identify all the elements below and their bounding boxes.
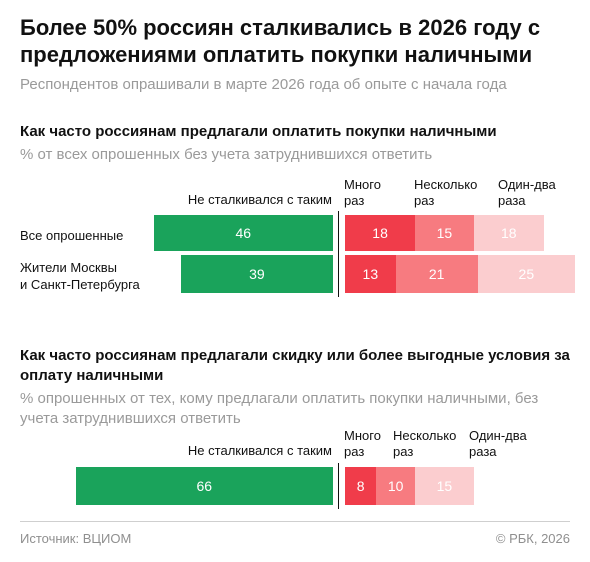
chart1-axis-divider — [338, 211, 339, 255]
chart1-bar-never-1: 39 — [180, 255, 333, 293]
chart1-bar-seg2-1: 21 — [395, 255, 478, 293]
chart1-bar-seg3-1: 25 — [477, 255, 576, 293]
chart2-bar-seg3-0: 15 — [415, 467, 474, 505]
chart2-title: Как часто россиянам предлагали скидку ил… — [20, 347, 570, 384]
footer-divider — [20, 521, 570, 522]
chart2-subtitle: % опрошенных от тех, кому предлагали опл… — [20, 390, 539, 427]
page-title: Более 50% россиян сталкивались в 2026 го… — [20, 15, 541, 67]
chart1-title: Как часто россиянам предлагали оплатить … — [20, 123, 497, 140]
chart2-bar-seg2-0: 10 — [376, 467, 416, 505]
chart1-row-label-msk-spb: Жители Москвы и Санкт-Петербурга — [20, 260, 140, 292]
footer-copyright: © РБК, 2026 — [495, 531, 570, 546]
chart1-bar-seg1-1: 13 — [345, 255, 396, 293]
chart1-axis-divider — [338, 251, 339, 297]
footer-source: Источник: ВЦИОМ — [20, 531, 132, 546]
chart1-legend-many: Много раз — [344, 177, 381, 208]
chart2-legend-one-two: Один-два раза — [469, 428, 527, 459]
chart2-legend-several: Несколько раз — [393, 428, 457, 459]
chart1-legend-several: Несколько раз — [414, 177, 478, 208]
chart1-bar-seg1-0: 18 — [345, 215, 416, 251]
chart1-bar-seg2-0: 15 — [415, 215, 474, 251]
chart2-legend-never: Не сталкивался с таким — [187, 443, 332, 458]
chart1-legend-one-two: Один-два раза — [498, 177, 556, 208]
chart2-bar-seg1-0: 8 — [345, 467, 377, 505]
chart1-bar-never-0: 46 — [153, 215, 333, 251]
chart1-legend-never: Не сталкивался с таким — [187, 192, 332, 207]
chart1-row-label-all: Все опрошенные — [20, 228, 124, 243]
chart2-axis-divider — [338, 463, 339, 509]
page-subtitle: Респондентов опрашивали в марте 2026 год… — [20, 76, 507, 93]
chart1-bar-seg3-0: 18 — [473, 215, 544, 251]
chart1-subtitle: % от всех опрошенных без учета затруднив… — [20, 146, 433, 163]
chart2-bar-never-0: 66 — [75, 467, 333, 505]
chart2-legend-many: Много раз — [344, 428, 381, 459]
